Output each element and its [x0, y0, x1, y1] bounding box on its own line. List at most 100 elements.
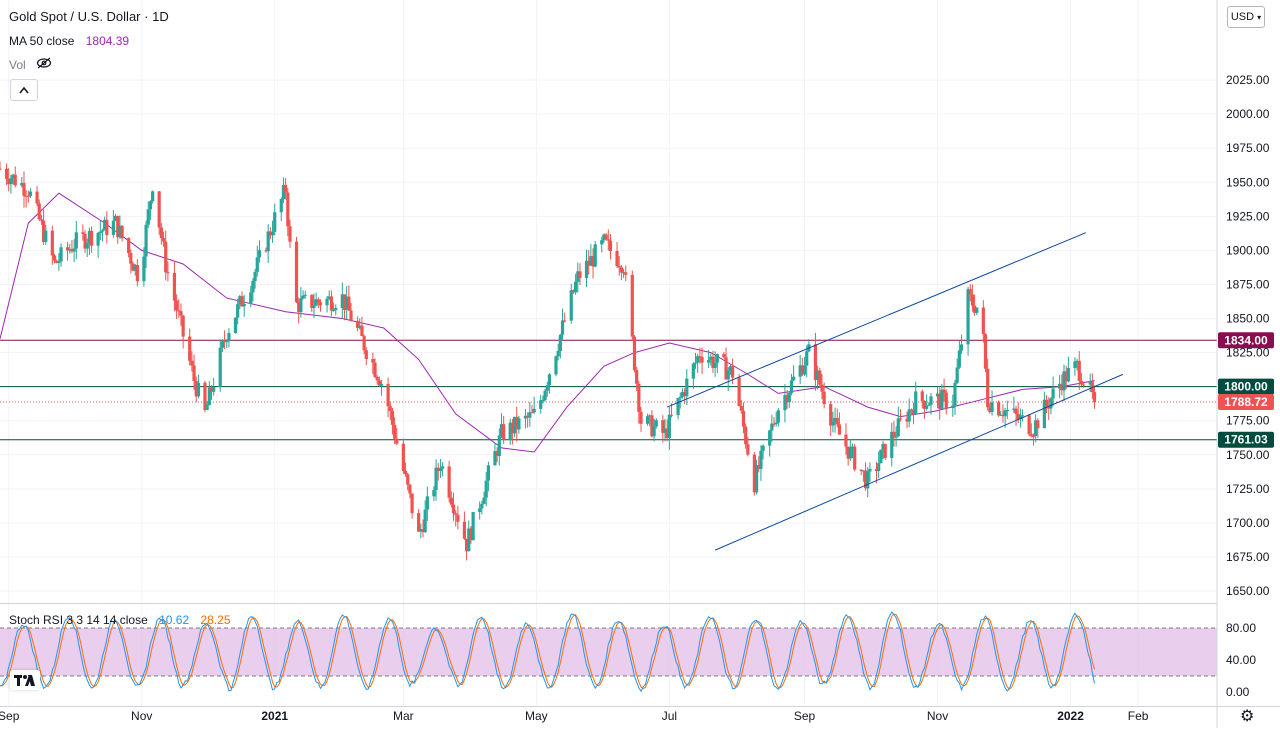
candle-up — [715, 354, 719, 363]
candle-up — [990, 402, 994, 413]
candle-up — [9, 178, 13, 185]
price-tick-label: 1775.00 — [1226, 414, 1270, 428]
time-tick-label: Jul — [662, 709, 677, 723]
candle-down — [630, 274, 634, 337]
candle-down — [395, 438, 399, 444]
candle-down — [905, 418, 909, 422]
interval-label: 1D — [152, 9, 169, 24]
candle-up — [11, 174, 15, 179]
price-tag-label: 1788.72 — [1224, 395, 1268, 409]
candle-up — [1051, 388, 1055, 399]
time-tick-label: May — [525, 709, 548, 723]
candle-down — [386, 383, 390, 407]
candle-up — [1003, 410, 1007, 417]
candle-down — [813, 344, 818, 380]
candle-down — [390, 410, 395, 425]
candle-down — [722, 354, 726, 358]
candle-down — [35, 191, 39, 204]
candle-up — [523, 415, 528, 419]
candle-up — [831, 421, 835, 426]
channel-line — [666, 232, 1086, 408]
candle-down — [192, 365, 196, 382]
candle-down — [859, 469, 863, 471]
candle-down — [161, 238, 166, 242]
candle-up — [233, 317, 238, 334]
candle-up — [205, 405, 209, 411]
price-tag-label: 1761.03 — [1224, 433, 1268, 447]
candle-down — [222, 341, 227, 343]
candle-up — [301, 295, 305, 299]
symbol-title: Gold Spot / U.S. Dollar — [9, 9, 141, 24]
candle-down — [772, 423, 776, 425]
candle-down — [286, 192, 290, 227]
candle-up — [935, 393, 940, 397]
candle-up — [314, 299, 318, 306]
candle-down — [181, 315, 185, 337]
candle-up — [151, 191, 155, 202]
candle-up — [497, 435, 501, 457]
stoch-band — [0, 627, 1217, 677]
candle-down — [604, 234, 608, 240]
chevron-up-icon — [19, 86, 29, 94]
candle-up — [1005, 409, 1009, 411]
price-tag-label: 1834.00 — [1224, 333, 1268, 347]
candle-down — [362, 336, 366, 351]
candle-down — [757, 465, 761, 469]
candle-down — [853, 446, 857, 470]
candle-down — [844, 434, 848, 447]
price-tag-bg — [1218, 393, 1274, 410]
candle-up — [251, 281, 255, 293]
candle-up — [517, 418, 521, 430]
candle-up — [759, 450, 763, 469]
candle-up — [691, 363, 695, 379]
candle-up — [754, 465, 759, 493]
candle-down — [698, 356, 702, 358]
candle-up — [1042, 399, 1046, 429]
candle-down — [1031, 435, 1036, 437]
candle-down — [983, 334, 988, 369]
candle-up — [768, 430, 772, 446]
stoch-tick-label: 0.00 — [1226, 685, 1250, 699]
candle-up — [255, 257, 259, 272]
price-tag-bg — [1218, 332, 1274, 349]
collapse-legend-button[interactable] — [10, 79, 38, 101]
tradingview-logo-icon[interactable] — [10, 670, 40, 690]
candle-up — [560, 320, 565, 335]
gear-icon[interactable]: ⚙ — [1240, 708, 1255, 725]
candle-up — [713, 362, 717, 368]
candle-down — [393, 424, 397, 439]
vol-label: Vol — [9, 58, 26, 72]
price-tick-label: 1850.00 — [1226, 312, 1270, 326]
currency-selector[interactable]: USD ▾ — [1227, 6, 1265, 28]
candle-up — [541, 400, 545, 402]
candle-up — [146, 209, 150, 225]
candle-down — [408, 484, 412, 494]
candle-up — [802, 365, 807, 375]
candle-down — [42, 220, 46, 242]
candle-up — [602, 234, 606, 241]
candle-up — [85, 243, 89, 249]
candle-up — [861, 470, 866, 472]
candle-down — [50, 230, 54, 256]
candle-up — [816, 370, 820, 380]
candle-down — [7, 178, 11, 185]
price-tick-label: 2025.00 — [1226, 73, 1270, 87]
eye-off-icon[interactable] — [36, 57, 52, 72]
candle-down — [175, 300, 179, 311]
candle-down — [120, 225, 124, 239]
candle-up — [1062, 371, 1066, 391]
candle-down — [4, 168, 9, 179]
candle-down — [1064, 371, 1068, 382]
candle-down — [608, 240, 613, 251]
candle-down — [360, 325, 364, 337]
candle-down — [373, 362, 377, 377]
candle-down — [188, 336, 192, 361]
candle-down — [922, 401, 927, 409]
candle-up — [1012, 408, 1016, 410]
price-tick-label: 1675.00 — [1226, 550, 1270, 564]
candle-up — [966, 289, 970, 345]
price-tick-label: 1875.00 — [1226, 277, 1270, 291]
candle-down — [421, 529, 425, 533]
candle-up — [959, 344, 964, 351]
